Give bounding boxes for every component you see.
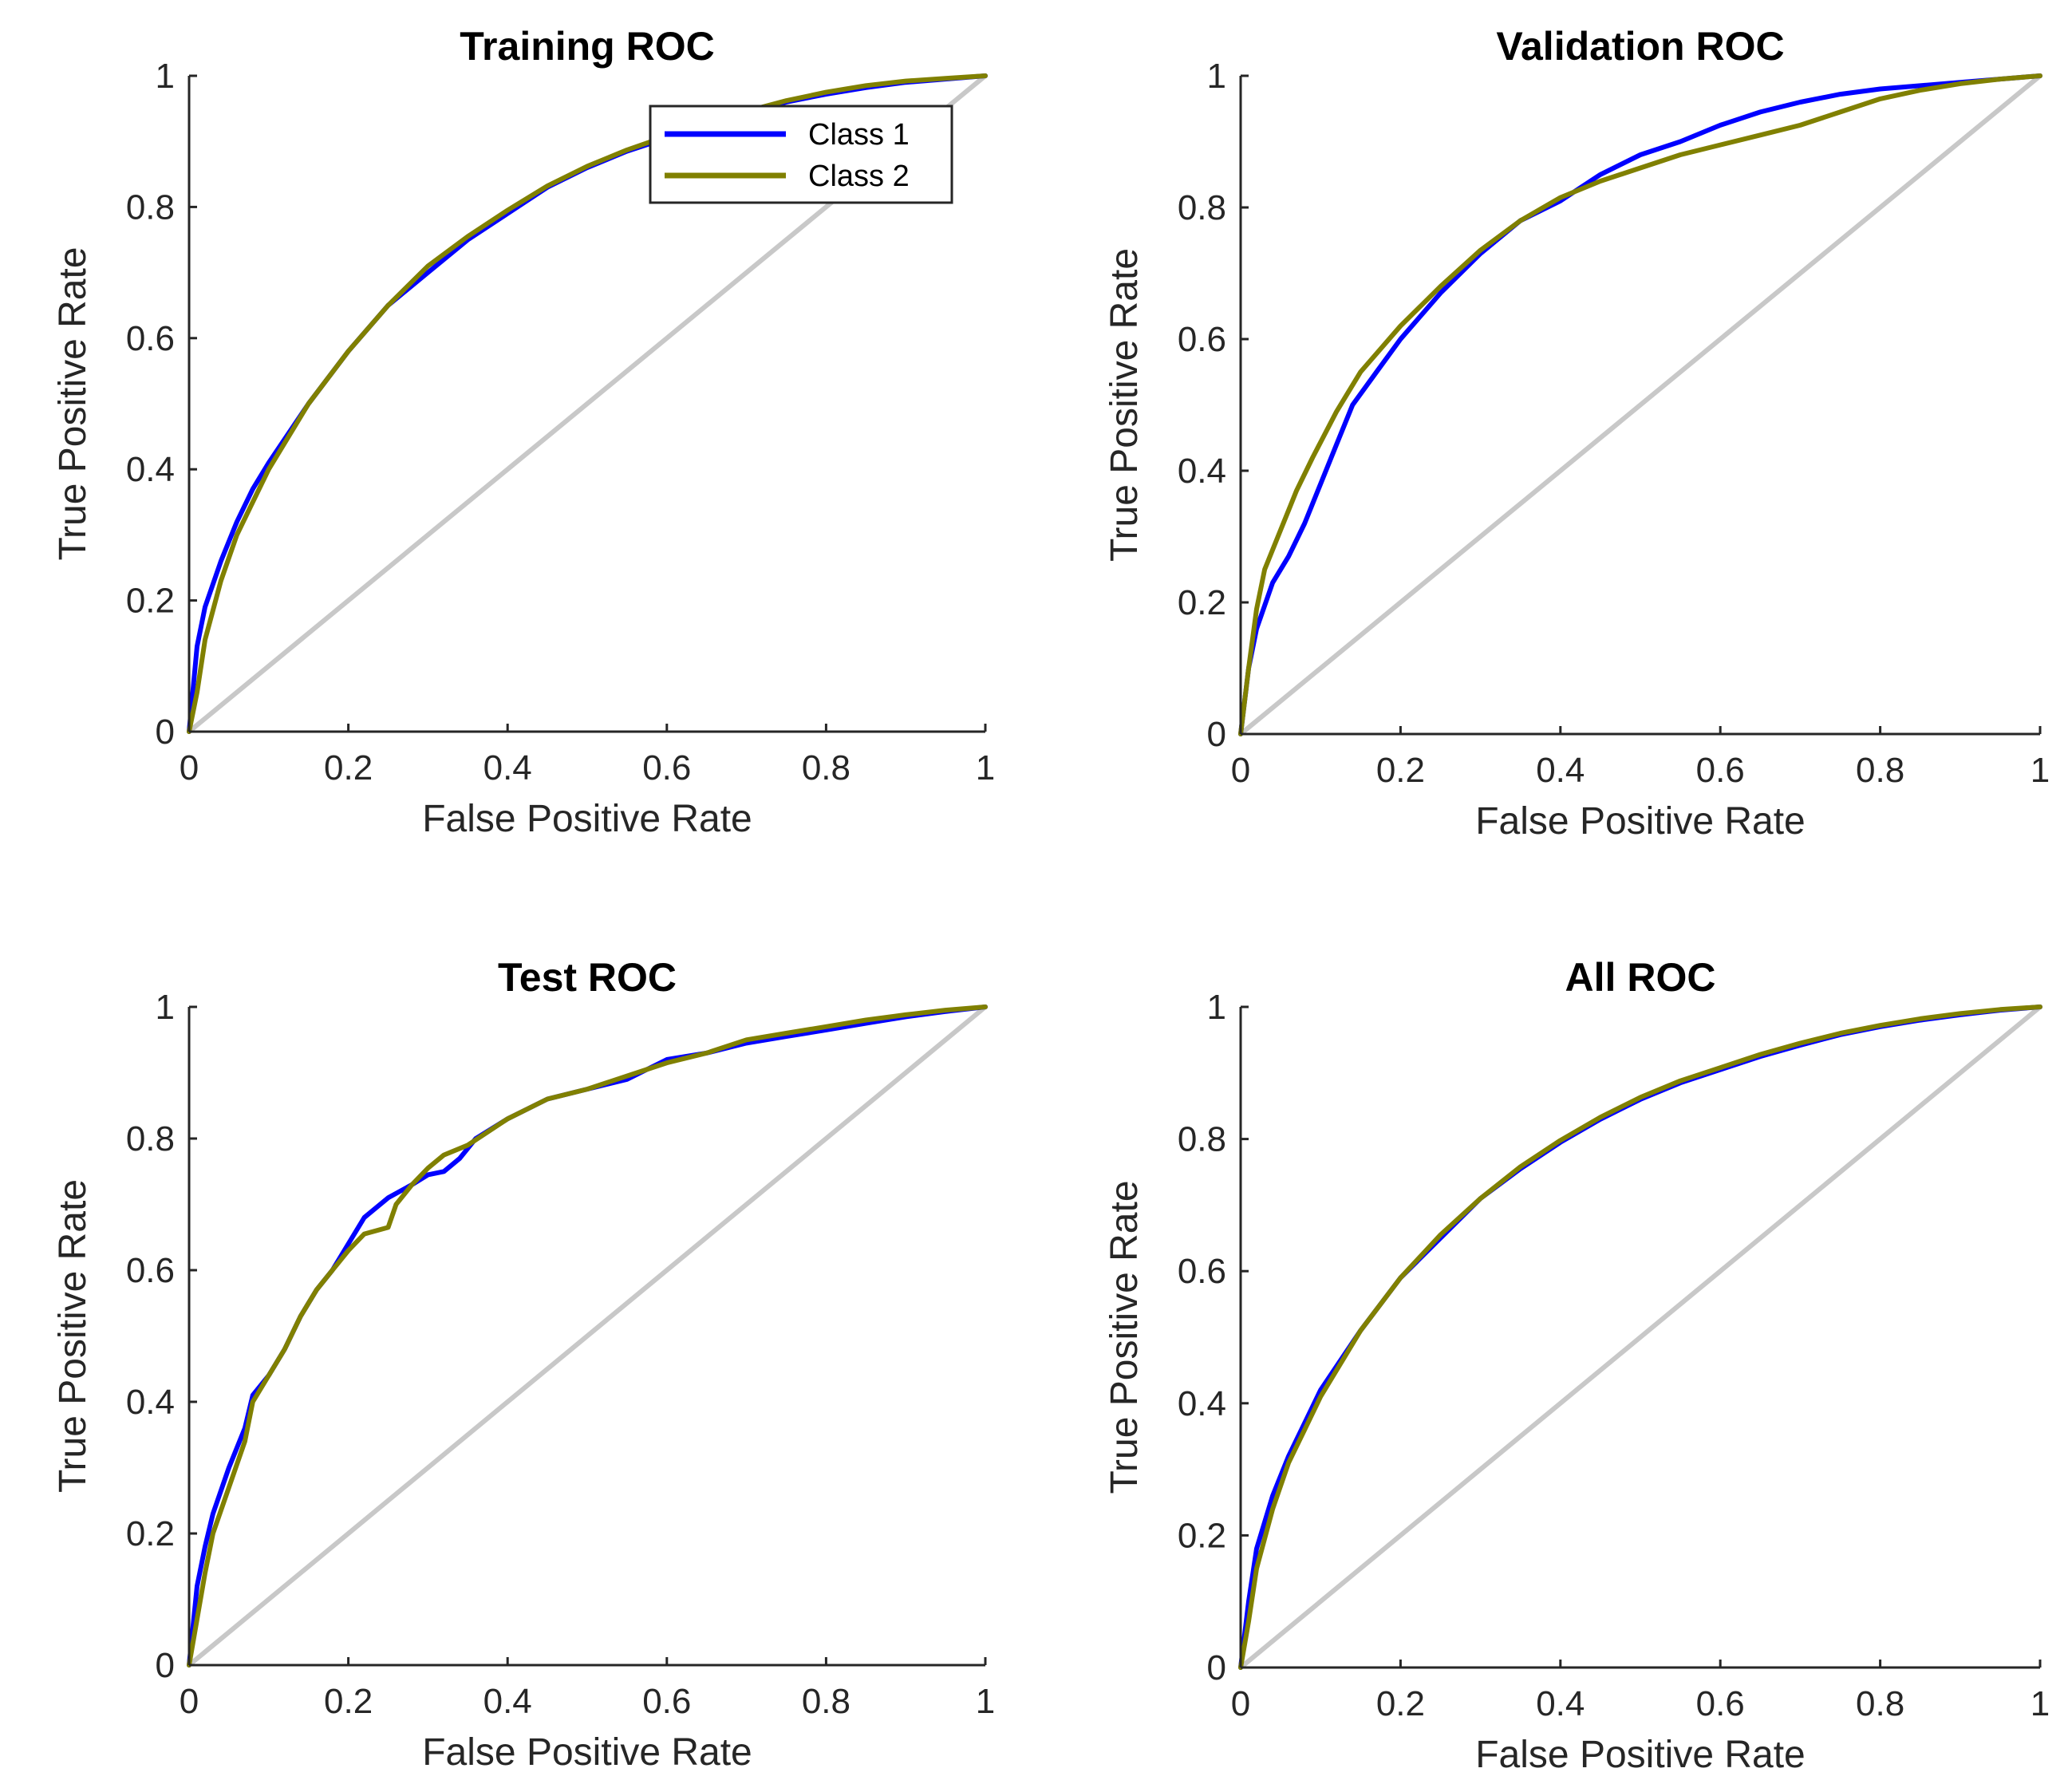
y-tick-label: 1 <box>1207 57 1226 96</box>
roc-panel-2: Validation ROC 0 0.2 0.4 0.6 0.8 1 0 0.2 0.4 0.6 0.… <box>1103 24 2050 843</box>
y-tick-label: 0.4 <box>1178 452 1226 491</box>
x-axis-label: False Positive Rate <box>1475 800 1806 843</box>
y-tick-label: 0 <box>156 712 175 752</box>
y-tick-label: 0 <box>1207 1648 1226 1687</box>
chart-title: Validation ROC <box>1496 24 1784 69</box>
y-tick-label: 0 <box>156 1646 175 1685</box>
x-tick-label: 0.8 <box>1856 751 1904 790</box>
roc-panel-1: Training ROC 0 0.2 0.4 0.6 0.8 1 0 0.2 0.4 0.6 0.8 1… <box>52 24 995 840</box>
roc-panel-4: All ROC 0 0.2 0.4 0.6 0.8 1 0 0.2 0.4 0.6 0.8 1 False… <box>1103 955 2050 1776</box>
x-axis-label: False Positive Rate <box>422 798 752 840</box>
x-tick-label: 0.8 <box>1856 1684 1904 1723</box>
series-line-class-2 <box>187 1004 988 1668</box>
y-tick-label: 0.4 <box>126 1383 175 1422</box>
legend: Class 1 Class 2 <box>649 105 953 204</box>
y-tick-label: 0.4 <box>126 450 175 489</box>
chance-line <box>187 1004 988 1668</box>
y-tick-label: 0.6 <box>126 1251 175 1290</box>
chart-title: Test ROC <box>498 955 677 1000</box>
y-axis-label: True Positive Rate <box>1103 1180 1146 1494</box>
y-tick-label: 0.2 <box>126 1514 175 1553</box>
x-tick-label: 0.6 <box>642 748 691 787</box>
y-tick-label: 0.8 <box>1178 1120 1226 1159</box>
x-tick-label: 0.4 <box>483 1682 532 1721</box>
x-tick-label: 1 <box>2031 1684 2050 1723</box>
chart-title: Training ROC <box>460 24 714 69</box>
x-tick-label: 1 <box>976 1682 995 1721</box>
y-tick-label: 1 <box>1207 988 1226 1027</box>
x-tick-label: 0.6 <box>1696 1684 1745 1723</box>
chance-line <box>1238 1004 2042 1670</box>
x-tick-label: 0.4 <box>483 748 532 787</box>
x-tick-label: 0 <box>180 1682 199 1721</box>
x-tick-label: 0.2 <box>324 1682 373 1721</box>
y-axis-label: True Positive Rate <box>52 1179 94 1493</box>
x-axis-label: False Positive Rate <box>1475 1734 1806 1776</box>
x-tick-label: 0 <box>180 748 199 787</box>
y-tick-label: 1 <box>156 988 175 1027</box>
y-axis-label: True Positive Rate <box>1103 248 1146 562</box>
y-tick-label: 0.2 <box>1178 583 1226 622</box>
series-line-class-2 <box>187 73 988 734</box>
y-tick-label: 0.2 <box>126 582 175 621</box>
x-tick-label: 0.4 <box>1536 751 1585 790</box>
series-line-class-2 <box>1238 73 2042 736</box>
y-tick-label: 0.4 <box>1178 1384 1226 1423</box>
chart-title: All ROC <box>1565 955 1716 1000</box>
y-axis-label: True Positive Rate <box>52 247 94 560</box>
y-tick-label: 0.8 <box>126 187 175 227</box>
y-tick-label: 0.6 <box>1178 1252 1226 1291</box>
x-tick-label: 1 <box>2031 751 2050 790</box>
legend-label: Class 2 <box>808 160 910 193</box>
series-line-class-2 <box>1238 1004 2042 1670</box>
x-tick-label: 0.2 <box>1376 1684 1425 1723</box>
x-tick-label: 0.2 <box>1376 751 1425 790</box>
x-tick-label: 0.8 <box>802 748 851 787</box>
y-tick-label: 1 <box>156 57 175 96</box>
chance-line <box>1238 73 2042 736</box>
x-tick-label: 0.8 <box>802 1682 851 1721</box>
y-tick-label: 0.8 <box>126 1119 175 1158</box>
x-tick-label: 0 <box>1231 1684 1250 1723</box>
x-tick-label: 0 <box>1231 751 1250 790</box>
x-tick-label: 0.4 <box>1536 1684 1585 1723</box>
y-tick-label: 0.2 <box>1178 1516 1226 1555</box>
legend-box <box>649 105 953 204</box>
x-axis-label: False Positive Rate <box>422 1731 752 1774</box>
x-tick-label: 1 <box>976 748 995 787</box>
x-tick-label: 0.6 <box>1696 751 1745 790</box>
y-tick-label: 0.6 <box>126 319 175 358</box>
legend-label: Class 1 <box>808 118 910 152</box>
roc-panel-3: Test ROC 0 0.2 0.4 0.6 0.8 1 0 0.2 0.4 0.6 0.8 1 Fals… <box>52 955 995 1774</box>
y-tick-label: 0 <box>1207 715 1226 754</box>
x-tick-label: 0.2 <box>324 748 373 787</box>
y-tick-label: 0.6 <box>1178 320 1226 359</box>
y-tick-label: 0.8 <box>1178 188 1226 227</box>
x-tick-label: 0.6 <box>642 1682 691 1721</box>
